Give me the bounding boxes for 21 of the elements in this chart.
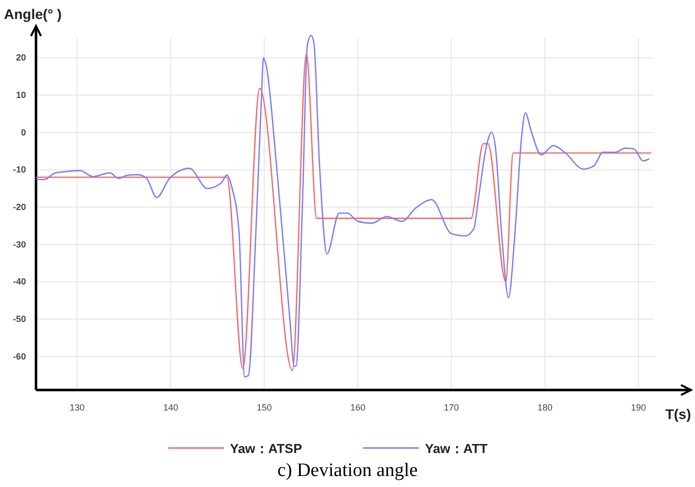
legend-label: Yaw：ATT — [425, 441, 488, 456]
y-tick-label: 20 — [16, 52, 26, 63]
x-tick-label: 180 — [537, 402, 552, 412]
x-tick-label: 170 — [444, 402, 459, 412]
y-axis-title: Angle(° ) — [4, 6, 62, 22]
y-tick-label: -60 — [12, 351, 26, 362]
y-tick-label: -50 — [12, 314, 26, 324]
y-tick-label: 0 — [20, 127, 26, 138]
x-tick-label: 190 — [631, 402, 646, 412]
x-tick-label: 140 — [163, 402, 178, 412]
x-axis-title: T(s) — [665, 406, 691, 422]
legend-label: Yaw：ATSP — [230, 441, 302, 456]
x-tick-label: 130 — [70, 402, 85, 412]
x-tick-label: 150 — [256, 402, 272, 412]
y-tick-label: -30 — [12, 239, 26, 250]
x-tick-label: 160 — [350, 402, 366, 412]
y-tick-label: -20 — [12, 202, 26, 212]
y-tick-label: -10 — [12, 164, 26, 175]
y-tick-label: -40 — [12, 276, 26, 287]
y-tick-label: 10 — [16, 90, 26, 100]
text: c) Deviation angle — [277, 460, 418, 481]
